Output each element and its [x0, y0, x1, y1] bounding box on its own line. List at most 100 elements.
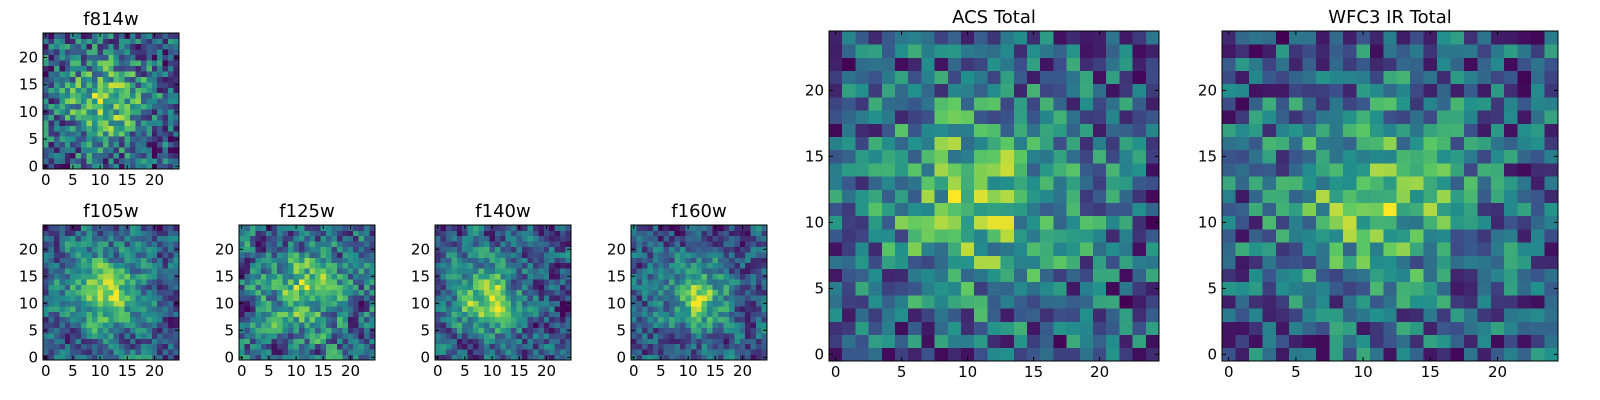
heatmap-cell: [146, 262, 153, 269]
heatmap-cell: [961, 347, 975, 362]
heatmap-cell: [974, 242, 988, 256]
heatmap-cell: [43, 114, 49, 121]
heatmap-cell: [119, 43, 125, 50]
heatmap-cell: [842, 229, 856, 243]
heatmap-cell: [1356, 44, 1371, 58]
heatmap-cell: [1262, 70, 1277, 85]
heatmap-cell: [1145, 268, 1160, 283]
x-tick-label: 20: [145, 171, 164, 189]
heatmap-cell: [108, 54, 115, 61]
heatmap-cell: [456, 273, 463, 280]
heatmap-cell: [293, 327, 300, 334]
heatmap-cell: [756, 241, 762, 247]
heatmap-cell: [102, 279, 109, 285]
heatmap-cell: [108, 65, 115, 72]
heatmap-cell: [445, 257, 452, 264]
heatmap-cell: [707, 284, 713, 291]
heatmap-cell: [173, 60, 180, 66]
heatmap-cell: [75, 327, 82, 334]
heatmap-cell: [908, 97, 922, 111]
heatmap-cell: [728, 311, 735, 318]
heatmap-cell: [347, 316, 354, 323]
heatmap-cell: [75, 43, 82, 50]
heatmap-cell: [64, 306, 71, 312]
heatmap-cell: [1437, 321, 1451, 335]
heatmap-cell: [674, 235, 681, 242]
heatmap-cell: [1145, 321, 1160, 335]
heatmap-cell: [48, 76, 55, 83]
heatmap-cell: [53, 81, 60, 88]
heatmap-cell: [435, 289, 441, 296]
heatmap-cell: [309, 273, 316, 280]
heatmap-cell: [86, 349, 93, 355]
heatmap-cell: [1504, 334, 1519, 349]
heatmap-cell: [516, 289, 523, 296]
heatmap-cell: [451, 246, 458, 253]
heatmap-cell: [1040, 110, 1054, 124]
heatmap-cell: [696, 306, 703, 312]
heatmap-cell: [347, 230, 354, 237]
heatmap-cell: [538, 322, 545, 328]
heatmap-cell: [1302, 163, 1317, 177]
heatmap-cell: [934, 176, 949, 190]
heatmap-cell: [151, 235, 158, 242]
heatmap-cell: [663, 284, 670, 291]
heatmap-cell: [1463, 123, 1478, 137]
heatmap-cell: [304, 316, 311, 323]
heatmap-cell: [239, 333, 245, 339]
heatmap-cell: [1356, 215, 1371, 230]
heatmap-cell: [146, 300, 153, 307]
heatmap-cell: [1450, 123, 1465, 137]
heatmap-cell: [1013, 57, 1028, 71]
heatmap-cell: [124, 273, 131, 280]
heatmap-cell: [829, 347, 843, 362]
heatmap-cell: [456, 333, 463, 339]
heatmap-cell: [881, 321, 896, 335]
heatmap-cell: [560, 311, 566, 318]
heatmap-cell: [750, 289, 757, 296]
heatmap-cell: [320, 230, 327, 237]
heatmap-cell: [1262, 281, 1277, 296]
heatmap-cell: [282, 246, 289, 253]
heatmap-cell: [162, 163, 169, 170]
heatmap-cell: [690, 235, 697, 242]
heatmap-cell: [48, 81, 55, 88]
heatmap-cell: [842, 57, 856, 71]
heatmap-cell: [64, 230, 71, 237]
heatmap-cell: [113, 125, 120, 132]
heatmap-cell: [173, 98, 180, 105]
heatmap-cell: [135, 120, 142, 126]
heatmap-cell: [119, 33, 125, 39]
heatmap-cell: [511, 257, 517, 264]
heatmap-cell: [59, 284, 66, 291]
y-tick-label: 10: [215, 294, 234, 312]
heatmap-cell: [538, 311, 545, 318]
heatmap-cell: [445, 316, 452, 323]
heatmap-cell: [1145, 57, 1160, 71]
heatmap-cell: [647, 354, 654, 361]
heatmap-cell: [75, 257, 82, 264]
heatmap-cell: [255, 241, 262, 247]
heatmap-cell: [1544, 202, 1559, 217]
heatmap-cell: [451, 316, 458, 323]
heatmap-cell: [728, 246, 735, 253]
heatmap-cell: [641, 279, 648, 285]
heatmap-cell: [565, 295, 572, 301]
heatmap-cell: [690, 289, 697, 296]
heatmap-cell: [636, 241, 643, 247]
heatmap-cell: [162, 349, 169, 355]
heatmap-cell: [522, 354, 528, 361]
heatmap-cell: [336, 230, 343, 237]
heatmap-cell: [326, 322, 332, 328]
heatmap-cell: [1248, 308, 1263, 322]
heatmap-cell: [91, 120, 98, 126]
heatmap-cell: [1119, 242, 1133, 256]
heatmap-cell: [987, 281, 1001, 296]
heatmap-cell: [718, 246, 724, 253]
heatmap-cell: [745, 241, 752, 247]
heatmap-cell: [86, 163, 93, 170]
panel-title-f125w: f125w: [279, 201, 334, 222]
heatmap-cell: [287, 316, 294, 323]
heatmap-cell: [358, 306, 365, 312]
